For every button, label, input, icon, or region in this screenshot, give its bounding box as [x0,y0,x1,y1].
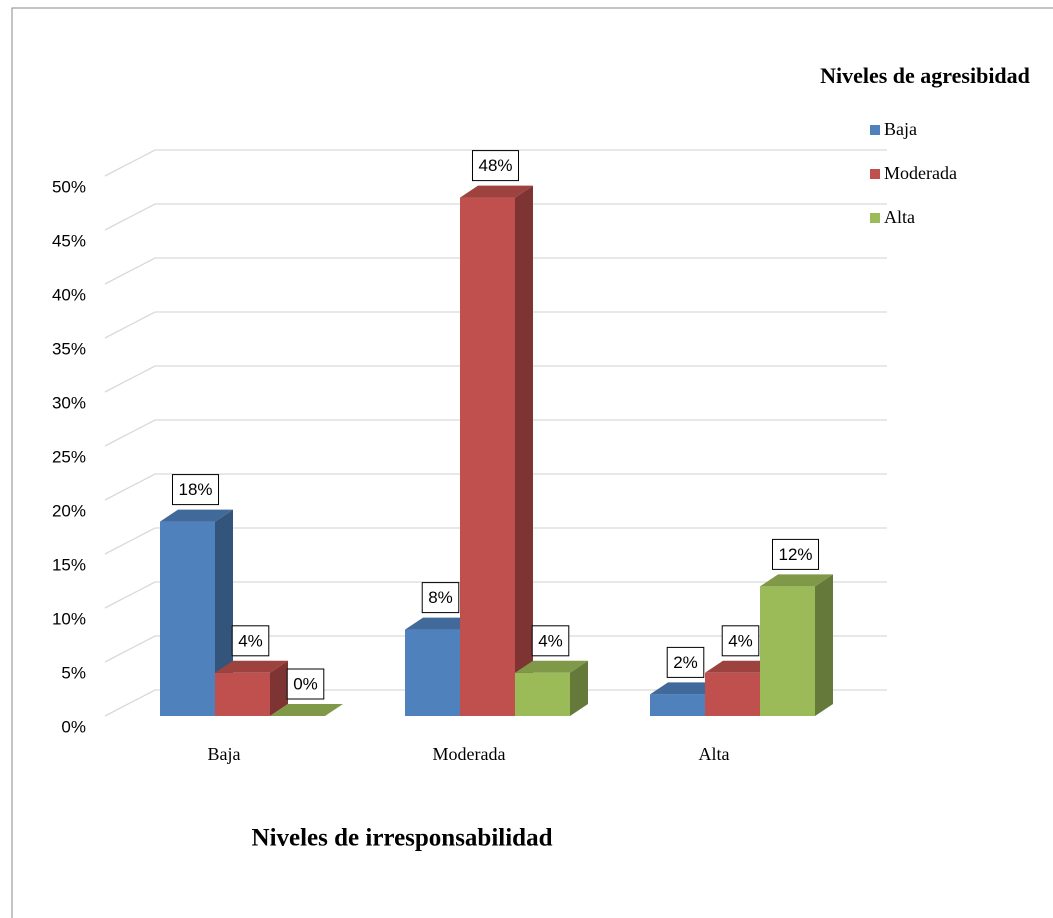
bar-front [160,521,215,716]
grid-line [104,527,887,555]
y-tick-label: 50% [52,177,86,196]
value-label-box [286,668,325,700]
y-tick-label: 20% [52,501,86,520]
value-label-box [471,150,520,182]
bar-top [405,617,478,630]
grid-line [104,473,887,501]
bar-top [460,185,533,198]
value-label: 4% [238,631,263,650]
grid-line [104,149,887,177]
legend-swatch [870,125,880,135]
bar-top [650,682,723,695]
bar-top [215,660,288,673]
y-tick-label: 40% [52,285,86,304]
bar-top [760,574,833,587]
bar-side [270,660,288,716]
bar-top [270,704,343,716]
x-tick-label: Moderada [433,744,506,764]
grid-line [104,311,887,339]
bar-front [760,586,815,716]
bar-front [460,197,515,717]
grid-line [104,257,887,285]
x-tick-label: Baja [208,744,241,764]
value-label: 12% [778,545,812,564]
y-tick-label: 30% [52,393,86,412]
bar-front [515,672,570,716]
bar-top [705,660,778,673]
value-label: 4% [538,631,563,650]
value-label-box [721,625,760,657]
value-label: 0% [293,674,318,693]
y-tick-label: 15% [52,555,86,574]
value-label-box [231,625,270,657]
value-label-box [666,646,705,678]
bar-top [515,660,588,673]
value-label: 8% [428,588,453,607]
legend-title: Niveles de agresibidad [820,63,1030,88]
legend-swatch [870,213,880,223]
value-label: 2% [673,653,698,672]
bar-front [215,672,270,716]
bar-top [160,509,233,522]
value-label: 4% [728,631,753,650]
legend-swatch [870,169,880,179]
y-tick-label: 45% [52,231,86,250]
y-tick-label: 10% [52,609,86,628]
grid-line [104,365,887,393]
value-label-box [771,538,820,570]
y-tick-label: 35% [52,339,86,358]
value-label-box [421,582,460,614]
value-label: 18% [178,480,212,499]
y-tick-label: 5% [61,663,86,682]
x-axis-title: Niveles de irresponsabilidad [252,825,553,852]
bar-front [705,672,760,716]
grid-line [104,581,887,609]
x-tick-label: Alta [699,744,730,764]
bar-side [815,574,833,716]
bar-side [515,185,533,717]
legend-label: Baja [884,119,917,139]
legend-label: Alta [884,207,915,227]
grid-line [104,689,887,717]
grid-line [104,635,887,663]
bar-front [650,694,705,716]
grid-line [104,203,887,231]
legend-label: Moderada [884,163,957,183]
value-label: 48% [478,156,512,175]
y-tick-label: 25% [52,447,86,466]
bar-side [570,660,588,716]
value-label-box [531,625,570,657]
bar-front [405,629,460,716]
y-tick-label: 0% [61,717,86,736]
value-label-box [171,474,220,506]
grid-line [104,419,887,447]
